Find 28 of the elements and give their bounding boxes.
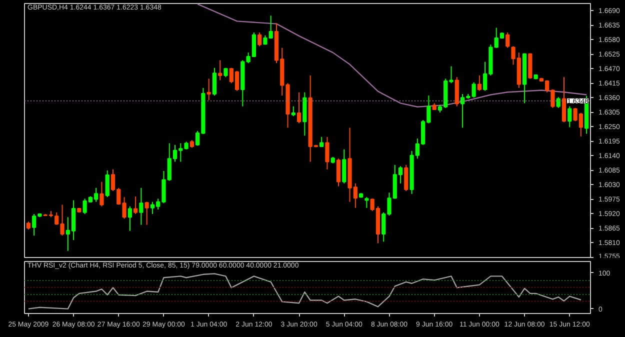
candlestick bbox=[472, 82, 476, 98]
line-series bbox=[28, 273, 582, 310]
candlestick bbox=[218, 60, 222, 81]
candlestick bbox=[568, 106, 572, 128]
candlestick bbox=[556, 96, 560, 108]
candlestick bbox=[212, 67, 217, 96]
candlestick bbox=[134, 196, 138, 214]
candlestick bbox=[105, 170, 110, 198]
candlestick bbox=[342, 148, 346, 184]
candlestick bbox=[139, 187, 144, 226]
candlestick bbox=[291, 106, 296, 117]
candlestick bbox=[258, 32, 262, 47]
candlestick bbox=[100, 181, 104, 207]
candlestick bbox=[296, 92, 302, 124]
candlestick bbox=[144, 201, 149, 226]
candlestick bbox=[320, 136, 324, 147]
line-series bbox=[196, 4, 588, 108]
candlestick bbox=[506, 32, 510, 48]
candlestick bbox=[477, 75, 482, 92]
candlestick bbox=[302, 92, 307, 136]
candlestick bbox=[364, 196, 369, 208]
candlestick bbox=[325, 136, 330, 170]
candlestick bbox=[128, 206, 132, 232]
candlestick bbox=[336, 158, 341, 187]
candlestick bbox=[562, 76, 566, 123]
candlestick bbox=[454, 76, 459, 107]
candlestick bbox=[404, 164, 408, 192]
candlestick bbox=[206, 78, 211, 101]
